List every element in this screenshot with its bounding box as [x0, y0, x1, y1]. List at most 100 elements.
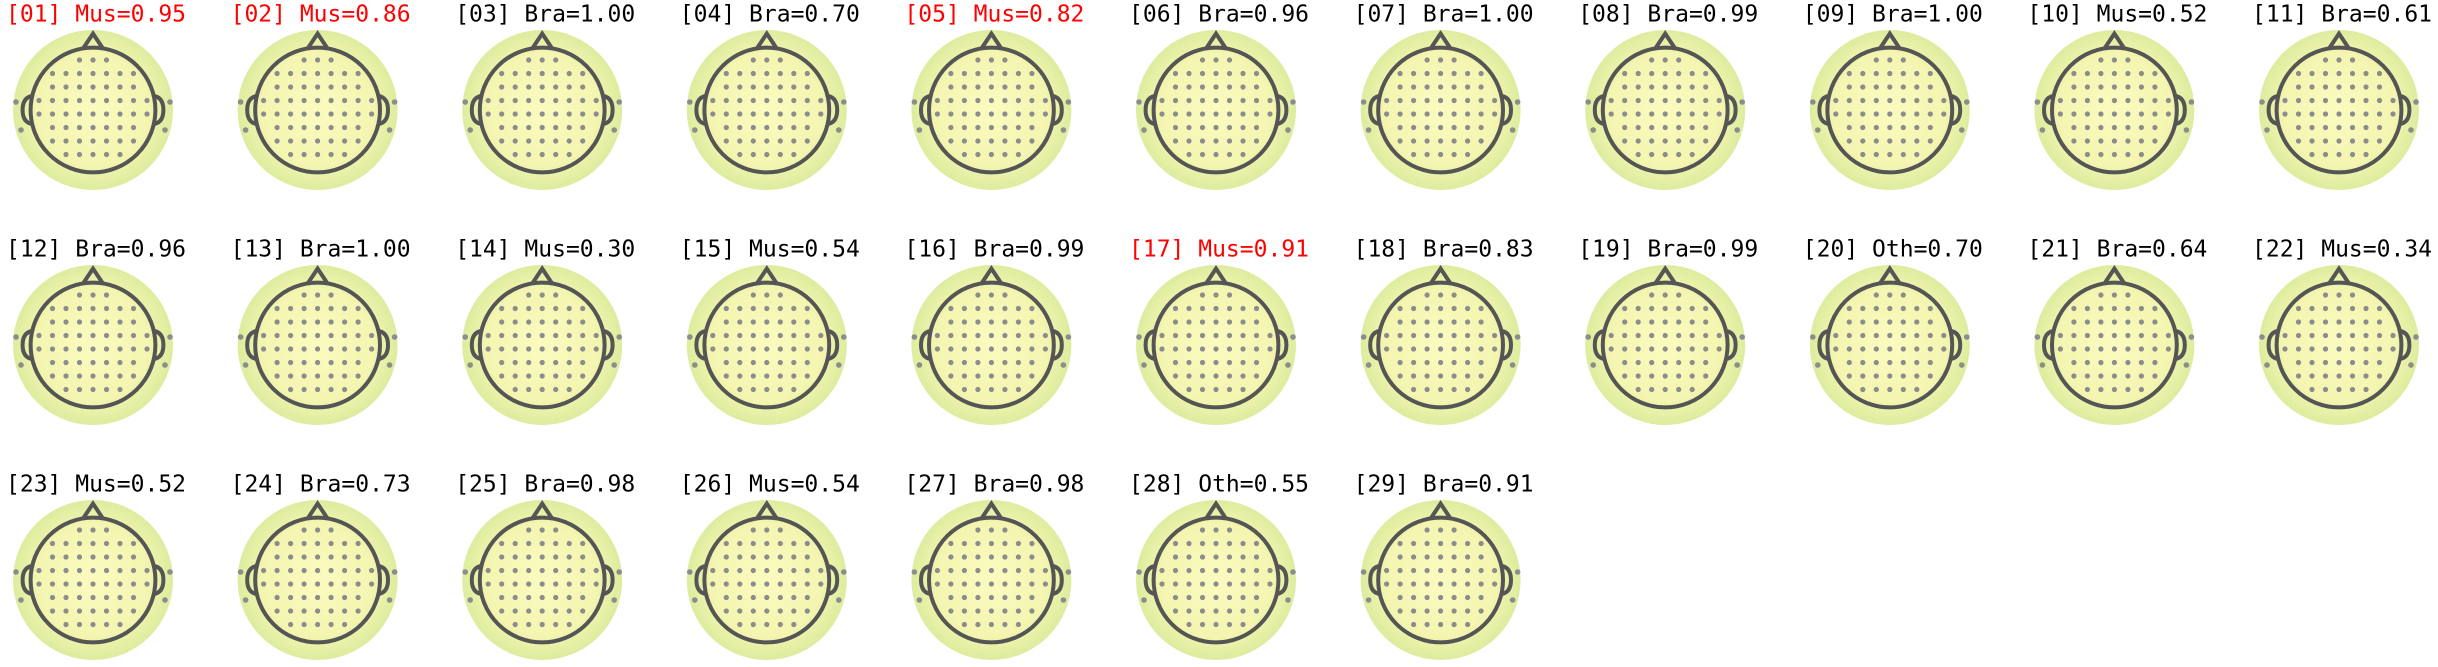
electrode [2152, 97, 2158, 104]
electrode [566, 319, 572, 325]
electrode [144, 97, 150, 104]
electrode [750, 97, 756, 104]
electrode [1360, 99, 1367, 105]
electrode [288, 359, 294, 366]
electrode [1438, 70, 1444, 77]
electrode [1833, 332, 1839, 339]
topo-map [1136, 30, 1296, 190]
electrode [1465, 138, 1471, 144]
electrode [1002, 305, 1008, 312]
nose [1428, 29, 1453, 50]
topo-map [1360, 30, 1521, 190]
nose [1653, 264, 1677, 285]
electrode [1365, 127, 1372, 133]
electrode [1002, 608, 1008, 614]
electrode [988, 97, 995, 104]
topo-map [462, 265, 623, 425]
electrode [804, 540, 810, 547]
electrode [369, 581, 375, 587]
electrode [512, 319, 518, 325]
electrode [1703, 111, 1709, 117]
electrode [1213, 567, 1219, 574]
electrode [723, 111, 729, 117]
electrode [1451, 305, 1457, 312]
electrode [355, 581, 361, 587]
electrode [2282, 346, 2288, 352]
electrode [1635, 111, 1641, 117]
electrode [2336, 292, 2342, 298]
electrode [288, 373, 294, 379]
electrode [36, 97, 42, 104]
electrode [1172, 124, 1179, 131]
electrode [2034, 99, 2041, 105]
electrode [1267, 581, 1273, 587]
electrode [2295, 84, 2302, 90]
electrode [2322, 332, 2329, 339]
electrode [63, 608, 69, 614]
electrode [63, 305, 69, 312]
electrode [2336, 151, 2342, 158]
electrode [1873, 84, 1879, 90]
electrode [1716, 111, 1722, 117]
electrode [1465, 84, 1471, 90]
electrode [315, 608, 321, 614]
electrode [916, 597, 923, 603]
electrode [1290, 99, 1296, 105]
topo-panel: [07] Bra=1.00 [1354, 2, 1534, 190]
topo-panel: [13] Bra=1.00 [231, 237, 411, 425]
electrode [90, 608, 96, 614]
electrode [1734, 127, 1740, 133]
electrode [1397, 97, 1403, 104]
electrode [526, 386, 532, 393]
electrode [1411, 594, 1417, 601]
electrode [103, 373, 110, 379]
electrode [1622, 138, 1628, 144]
electrode [1689, 332, 1695, 339]
head-outline [1376, 45, 1505, 175]
electrode [1424, 138, 1430, 144]
electrode [1384, 346, 1390, 352]
topo-map [2034, 30, 2195, 190]
electrode [1451, 70, 1457, 77]
electrode [274, 84, 280, 90]
electrode [2363, 319, 2369, 325]
electrode [1478, 346, 1484, 352]
electrode [1465, 540, 1471, 547]
electrode [593, 332, 599, 339]
topo-map [2259, 30, 2419, 190]
electrode [2336, 346, 2342, 352]
electrode [2098, 138, 2104, 144]
electrode [315, 124, 321, 131]
electrode [1689, 319, 1695, 325]
electrode [1451, 292, 1457, 298]
electrode [2309, 319, 2315, 325]
electrode [2084, 70, 2090, 77]
electrode [818, 567, 824, 574]
electrode [1873, 97, 1879, 104]
electrode [1424, 97, 1430, 104]
electrode [539, 138, 545, 144]
electrode [2138, 373, 2144, 379]
electrode [1411, 346, 1417, 352]
electrode [237, 569, 244, 575]
electrode [526, 581, 532, 587]
electrode [315, 138, 321, 144]
electrode [1900, 57, 1906, 63]
electrode [1159, 567, 1165, 574]
ear-left [918, 329, 931, 361]
electrode [1873, 319, 1879, 325]
electrode [988, 346, 995, 352]
electrode [553, 540, 559, 547]
electrode [553, 567, 559, 574]
panel-title: [16] Bra=0.99 [904, 237, 1084, 263]
electrode [1438, 111, 1444, 117]
electrode [2098, 346, 2104, 352]
electrode [1226, 305, 1233, 312]
electrode [130, 305, 137, 312]
electrode [261, 581, 267, 587]
electrode [2138, 151, 2144, 158]
electrode [1649, 373, 1655, 379]
topo-map [237, 30, 398, 190]
electrode [144, 346, 150, 352]
electrode [1213, 305, 1219, 312]
